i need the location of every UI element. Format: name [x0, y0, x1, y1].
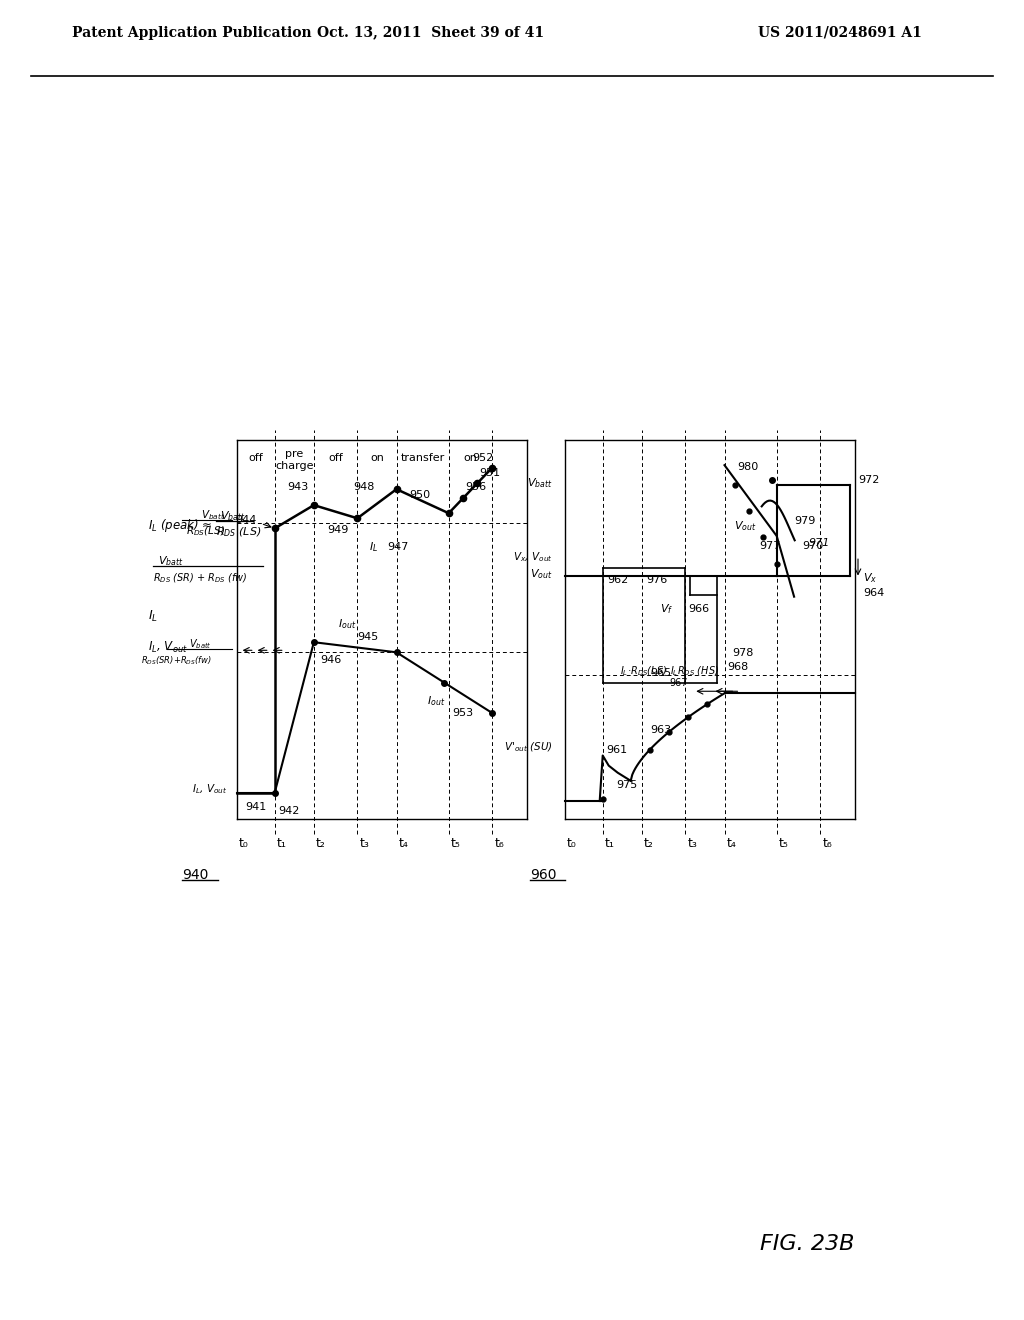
Text: I$_L$, V$_{out}$: I$_L$, V$_{out}$: [148, 640, 187, 655]
Text: Patent Application Publication: Patent Application Publication: [72, 25, 311, 40]
Text: V$_{batt}$: V$_{batt}$: [220, 508, 246, 523]
Text: 953: 953: [453, 708, 474, 718]
Text: 962: 962: [607, 576, 629, 586]
Text: R$_{DS}$ (SR) + R$_{DS}$ (fw): R$_{DS}$ (SR) + R$_{DS}$ (fw): [153, 572, 248, 585]
Text: 975: 975: [616, 780, 638, 789]
Text: V$_{batt}$: V$_{batt}$: [189, 638, 212, 651]
Text: 946: 946: [319, 656, 341, 665]
Text: pre: pre: [285, 449, 303, 459]
Text: V$_x$: V$_x$: [863, 572, 878, 585]
Text: R$_{DS}$ (LS): R$_{DS}$ (LS): [216, 525, 261, 539]
Text: 949: 949: [327, 524, 348, 535]
Text: I$_L$R$_{DS}$ (HS): I$_L$R$_{DS}$ (HS): [670, 664, 719, 678]
Text: 950: 950: [410, 490, 431, 500]
Text: V$_{batt}$: V$_{batt}$: [527, 477, 553, 490]
Text: 940: 940: [182, 867, 208, 882]
Text: 956: 956: [465, 482, 486, 491]
Text: t₄: t₄: [727, 837, 736, 850]
Text: t₅: t₅: [451, 837, 461, 850]
Text: V'$_{out}$ (SU): V'$_{out}$ (SU): [504, 741, 553, 754]
Text: US 2011/0248691 A1: US 2011/0248691 A1: [758, 25, 922, 40]
Text: 971: 971: [809, 539, 830, 548]
Text: 980: 980: [737, 462, 759, 473]
Text: I$_L$: I$_L$: [148, 610, 158, 624]
Text: 976: 976: [646, 576, 667, 586]
Text: t₅: t₅: [779, 837, 788, 850]
Text: 972: 972: [858, 475, 880, 486]
Text: I$_L$ (peak) ≈: I$_L$ (peak) ≈: [148, 517, 212, 535]
Text: 952: 952: [472, 453, 494, 463]
Text: 948: 948: [353, 482, 375, 492]
Text: 966: 966: [688, 603, 710, 614]
Text: V$_{batt}$: V$_{batt}$: [201, 508, 225, 523]
Text: 964: 964: [863, 587, 885, 598]
Text: 945: 945: [357, 632, 379, 642]
Text: 944: 944: [236, 515, 257, 525]
Text: t₀: t₀: [567, 837, 577, 850]
Text: I$_{out}$: I$_{out}$: [427, 694, 445, 708]
Text: t₂: t₂: [644, 837, 653, 850]
Text: 941: 941: [245, 803, 266, 812]
Text: transfer: transfer: [400, 453, 444, 463]
Text: off: off: [329, 453, 343, 463]
Text: t₁: t₁: [605, 837, 614, 850]
Text: charge: charge: [275, 461, 313, 471]
Text: FIG. 23B: FIG. 23B: [760, 1234, 854, 1254]
Text: t₄: t₄: [398, 837, 409, 850]
Text: V$_{batt}$: V$_{batt}$: [158, 554, 183, 568]
Text: 947: 947: [387, 541, 409, 552]
Text: 978: 978: [732, 648, 754, 657]
Text: on: on: [370, 453, 384, 463]
Text: t₃: t₃: [687, 837, 697, 850]
Text: 965: 965: [650, 668, 671, 678]
Text: Oct. 13, 2011  Sheet 39 of 41: Oct. 13, 2011 Sheet 39 of 41: [316, 25, 544, 40]
Text: 961: 961: [606, 746, 628, 755]
Text: 960: 960: [530, 867, 556, 882]
Text: t₁: t₁: [276, 837, 287, 850]
Text: V$_{out}$: V$_{out}$: [734, 519, 757, 533]
Text: 951: 951: [479, 469, 500, 478]
Text: V$_x$, V$_{out}$: V$_x$, V$_{out}$: [513, 550, 553, 565]
Text: I$_{out}$: I$_{out}$: [338, 616, 356, 631]
Text: 968: 968: [727, 663, 749, 672]
Text: 963: 963: [650, 725, 671, 735]
Text: 970: 970: [803, 541, 824, 550]
Text: I$_L$, V$_{out}$: I$_L$, V$_{out}$: [191, 781, 227, 796]
Text: 977: 977: [760, 541, 781, 550]
Text: on: on: [464, 453, 477, 463]
Text: I$_L$·R$_{DS}$(LS): I$_L$·R$_{DS}$(LS): [621, 664, 668, 678]
Text: I$_L$: I$_L$: [369, 540, 378, 553]
Text: off: off: [249, 453, 263, 463]
Text: 943: 943: [288, 482, 309, 492]
Text: t₃: t₃: [359, 837, 370, 850]
Text: t₂: t₂: [316, 837, 326, 850]
Text: V$_f$: V$_f$: [659, 602, 674, 615]
Text: 942: 942: [279, 807, 300, 816]
Text: V$_{out}$: V$_{out}$: [530, 568, 553, 581]
Text: t₆: t₆: [495, 837, 504, 850]
Text: R$_{DS}$(SR)+R$_{DS}$(fw): R$_{DS}$(SR)+R$_{DS}$(fw): [141, 655, 212, 667]
Text: 967: 967: [670, 678, 688, 688]
Text: R$_{DS}$(LS): R$_{DS}$(LS): [185, 524, 225, 539]
Text: 979: 979: [795, 516, 816, 525]
Text: t₆: t₆: [822, 837, 833, 850]
Text: t₀: t₀: [240, 837, 249, 850]
